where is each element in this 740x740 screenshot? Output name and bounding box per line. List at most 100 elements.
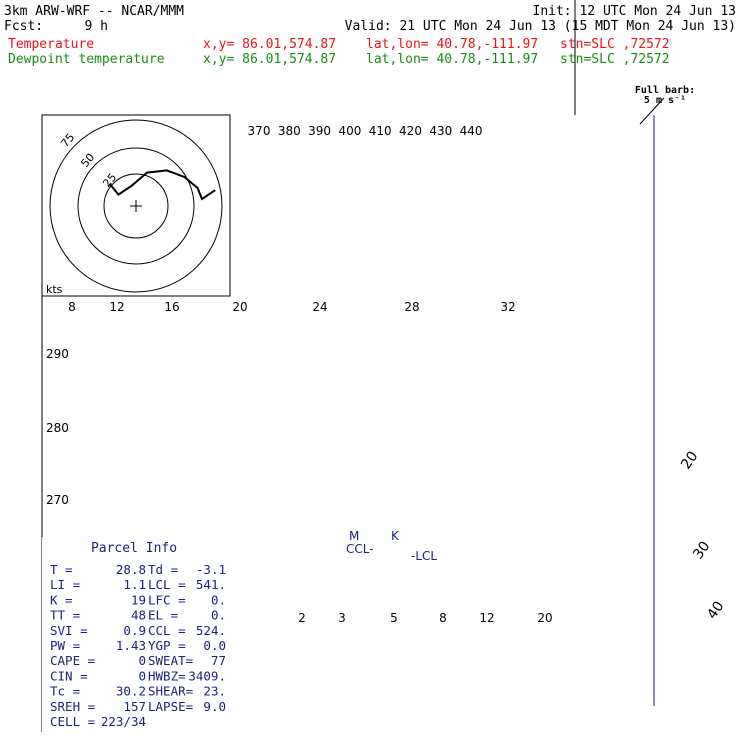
parcel-v1: 30.2 — [116, 684, 146, 699]
theta-e-label: 400 — [338, 124, 361, 138]
theta-e-label: 380 — [278, 124, 301, 138]
parcel-v1: 0 — [138, 653, 146, 668]
dry-adiabat-label: 280 — [46, 421, 69, 435]
parcel-v1: 223/34 — [101, 714, 146, 729]
parcel-l1: SVI = — [50, 623, 88, 638]
hodograph-axis-label: 32 — [500, 300, 515, 314]
barb-key-line1: Full barb: — [635, 85, 695, 96]
mixing-ratio-label: 12 — [479, 611, 494, 625]
parcel-v2: 524. — [196, 623, 226, 638]
theta-e-label: 410 — [369, 124, 392, 138]
theta-e-label: 420 — [399, 124, 422, 138]
parcel-l1: LI = — [50, 577, 80, 592]
isotherm-label: 30 — [690, 539, 713, 563]
hodograph-ring-50 — [77, 147, 195, 265]
parcel-l2: EL = — [148, 608, 178, 623]
hodograph: 25 50 75 kts — [41, 114, 231, 297]
init-time: Init: 12 UTC Mon 24 Jun 13 — [533, 4, 737, 19]
dry-adiabat-label: 290 — [46, 347, 69, 361]
legend-dewpoint-xy: x,y= 86.01,574.87 — [203, 52, 336, 67]
parcel-l2: CCL = — [148, 623, 186, 638]
legend-temperature-stn: stn=SLC ,72572 — [560, 37, 670, 52]
parcel-l2: LAPSE= — [148, 699, 193, 714]
parcel-v2: 0. — [211, 592, 226, 607]
parcel-v2: 3409. — [188, 668, 226, 683]
hodograph-trace — [108, 169, 216, 201]
parcel-info-background — [42, 537, 234, 732]
barb-key-sample — [639, 97, 665, 125]
parcel-v1: 157 — [123, 699, 146, 714]
hodograph-axis-label: 24 — [312, 300, 327, 314]
parcel-l2: YGP = — [148, 638, 186, 653]
theta-e-label: 390 — [308, 124, 331, 138]
dry-adiabat-label: 270 — [46, 493, 69, 507]
legend-temperature-xy: x,y= 86.01,574.87 — [203, 37, 336, 52]
wind-barbs — [653, 115, 655, 706]
parcel-l1: T = — [50, 562, 73, 577]
theta-e-label: 370 — [248, 124, 271, 138]
mixing-ratio-label: 5 — [390, 611, 398, 625]
legend-temperature-latlon: lat,lon= 40.78,-111.97 — [366, 37, 538, 52]
parcel-l1: PW = — [50, 638, 80, 653]
mixing-ratio-label: 8 — [439, 611, 447, 625]
parcel-l2: HWBZ= — [148, 668, 186, 683]
legend: Temperature x,y= 86.01,574.87 lat,lon= 4… — [8, 37, 670, 67]
hodograph-axis-label: 20 — [232, 300, 247, 314]
hodograph-ring-25 — [103, 173, 169, 239]
parcel-info-rows: T = 28.8 Td = -3.1 LI = 1.1 LCL = 541. K = 19 LFC … — [50, 562, 226, 729]
parcel-info-title: Parcel Info — [91, 541, 177, 556]
forecast-label: Fcst: — [4, 19, 43, 34]
axis-labels: 1002003004005006007008009001000-80-70-60… — [46, 124, 728, 625]
parcel-l1: CIN = — [50, 668, 88, 683]
forecast-hour: 9 h — [85, 19, 108, 34]
parcel-v1: 1.1 — [123, 577, 146, 592]
hodograph-axis-label: 28 — [404, 300, 419, 314]
parcel-v1: 0.9 — [123, 623, 146, 638]
marker-ccl: CCL- — [346, 542, 374, 556]
parcel-l1: Tc = — [50, 684, 80, 699]
parcel-v1: 1.43 — [116, 638, 146, 653]
parcel-l2: SHEAR= — [148, 684, 193, 699]
parcel-l2: LCL = — [148, 577, 186, 592]
parcel-l1: TT = — [50, 608, 80, 623]
parcel-l1: CELL = — [50, 714, 95, 729]
parcel-v2: 9.0 — [203, 699, 226, 714]
parcel-info-panel: Parcel Info T = 28.8 Td = -3.1 LI = 1.1 LCL = 5… — [42, 537, 234, 732]
hodograph-units: kts — [46, 283, 63, 296]
parcel-v1: 28.8 — [116, 562, 146, 577]
parcel-v2: -3.1 — [196, 562, 226, 577]
valid-time: Valid: 21 UTC Mon 24 Jun 13 (15 MDT Mon … — [345, 19, 736, 34]
level-markers: CCL- -LCL M K — [346, 529, 437, 563]
parcel-v2: 0. — [211, 608, 226, 623]
parcel-v1: 0 — [138, 668, 146, 683]
parcel-l1: K = — [50, 592, 73, 607]
marker-k: K — [391, 529, 400, 543]
parcel-l1: CAPE = — [50, 653, 95, 668]
isotherm-label: 20 — [678, 449, 701, 473]
parcel-l2: Td = — [148, 562, 178, 577]
legend-dewpoint-stn: stn=SLC ,72572 — [560, 52, 670, 67]
mixing-ratio-label: 3 — [338, 611, 346, 625]
model-title: 3km ARW-WRF -- NCAR/MMM — [4, 4, 184, 19]
hodograph-axis-label: 12 — [109, 300, 124, 314]
mixing-ratio-label: 2 — [298, 611, 306, 625]
parcel-l2: LFC = — [148, 592, 186, 607]
marker-lcl: -LCL — [411, 549, 437, 563]
hodograph-ring-75 — [49, 119, 223, 293]
marker-m: M — [349, 529, 359, 543]
parcel-l2: SWEAT= — [148, 653, 193, 668]
parcel-v1: 48 — [131, 608, 146, 623]
parcel-v2: 23. — [203, 684, 226, 699]
parcel-v2: 0.0 — [203, 638, 226, 653]
barb-key-line2: 5 m s⁻¹ — [644, 95, 686, 106]
legend-temperature-name: Temperature — [8, 37, 94, 52]
isotherm-label: 40 — [704, 599, 727, 623]
parcel-v1: 19 — [131, 592, 146, 607]
parcel-v2: 77 — [211, 653, 226, 668]
legend-dewpoint-name: Dewpoint temperature — [8, 52, 165, 67]
legend-dewpoint-latlon: lat,lon= 40.78,-111.97 — [366, 52, 538, 67]
theta-e-label: 430 — [429, 124, 452, 138]
hodograph-axis-label: 16 — [164, 300, 179, 314]
theta-e-label: 440 — [460, 124, 483, 138]
